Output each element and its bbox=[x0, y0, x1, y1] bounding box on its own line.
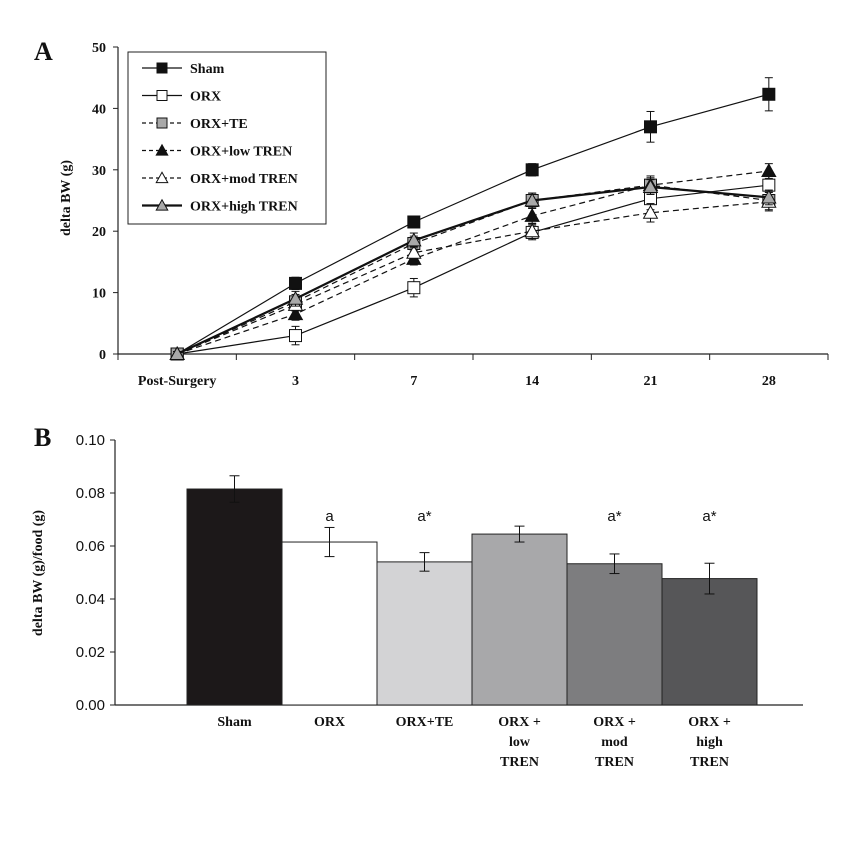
data-point-sham bbox=[289, 276, 302, 290]
panel-a-y-tick-label: 50 bbox=[92, 41, 106, 56]
legend-marker-orx-te bbox=[156, 117, 168, 129]
panel-a-x-tick-label: 7 bbox=[410, 374, 417, 389]
data-point-orx-high-tren bbox=[287, 290, 304, 305]
bar-orx-high-tren bbox=[661, 578, 758, 706]
legend-marker-orx-high-tren bbox=[155, 198, 169, 211]
panel-b-y-tick-label: 0.06 bbox=[76, 538, 105, 555]
panel-b-x-tick-label: ORX + bbox=[688, 715, 731, 730]
series-line-orx-mod-tren bbox=[176, 201, 769, 355]
panel-b-x-tick-label: ORX + bbox=[498, 715, 541, 730]
panel-a-y-tick-label: 10 bbox=[92, 287, 106, 302]
panel-a-x-tick-label: 14 bbox=[525, 374, 539, 389]
significance-annotation: a bbox=[325, 508, 334, 525]
panel-a-y-tick-label: 40 bbox=[92, 102, 106, 117]
data-point-sham bbox=[407, 215, 421, 229]
data-point-orx-mod-tren bbox=[524, 223, 540, 238]
data-point-orx bbox=[407, 281, 421, 295]
panel-b-x-tick-label: ORX bbox=[314, 715, 345, 730]
significance-annotation: a* bbox=[702, 508, 716, 525]
panel-b-x-tick-label: Sham bbox=[217, 715, 252, 730]
bar-orx bbox=[281, 541, 378, 706]
panel-a-y-tick-label: 30 bbox=[92, 164, 106, 179]
data-point-orx-high-tren bbox=[642, 179, 659, 194]
panel-b-y-tick-label: 0.02 bbox=[76, 644, 105, 661]
series-line-orx bbox=[177, 184, 769, 355]
data-point-orx-low-tren bbox=[287, 306, 304, 321]
panel-b-x-tick-label: ORX + bbox=[593, 715, 636, 730]
series-line-orx-high-tren bbox=[176, 185, 769, 355]
significance-annotation: a* bbox=[417, 508, 431, 525]
legend-label-orx-te: ORX+TE bbox=[190, 117, 248, 132]
series-sham bbox=[170, 77, 776, 361]
panel-a-x-tick-label: Post-Surgery bbox=[138, 374, 217, 389]
panel-a-letter: A bbox=[34, 37, 53, 66]
data-point-sham bbox=[644, 120, 657, 134]
data-point-orx-low-tren bbox=[761, 163, 777, 178]
legend-marker-orx-low-tren bbox=[155, 143, 169, 156]
bar-orx-low-tren bbox=[471, 533, 568, 706]
series-line-orx-low-tren bbox=[176, 170, 769, 355]
panel-b-y-tick-label: 0.00 bbox=[76, 697, 105, 714]
data-point-orx-high-tren bbox=[406, 232, 422, 247]
panel-b-y-axis-label: delta BW (g)/food (g) bbox=[31, 510, 46, 636]
series-line-sham bbox=[176, 93, 769, 355]
bar-orx-mod-tren bbox=[566, 563, 663, 706]
legend-marker-orx-mod-tren bbox=[155, 171, 169, 184]
panel-b-x-tick-label: mod bbox=[601, 735, 628, 750]
data-point-sham bbox=[762, 87, 776, 101]
legend-marker-orx bbox=[156, 90, 168, 101]
data-point-orx-high-tren bbox=[524, 192, 540, 207]
panel-b-x-tick-label: ORX+TE bbox=[396, 715, 454, 730]
bar-orx-te bbox=[376, 561, 473, 706]
bar-sham bbox=[186, 488, 283, 706]
legend-label-orx: ORX bbox=[190, 90, 221, 105]
panel-b-letter: B bbox=[34, 423, 51, 452]
data-point-orx-mod-tren bbox=[406, 244, 422, 259]
data-point-sham bbox=[525, 163, 539, 177]
data-point-orx-high-tren bbox=[169, 346, 185, 361]
panel-b-x-tick-label: TREN bbox=[595, 755, 634, 770]
panel-b-x-tick-label: TREN bbox=[500, 755, 539, 770]
panel-a-y-tick-label: 20 bbox=[92, 225, 106, 240]
legend-label-orx-high-tren: ORX+high TREN bbox=[190, 200, 298, 215]
panel-a-y-tick-label: 0 bbox=[99, 348, 106, 363]
legend-marker-sham bbox=[156, 62, 168, 74]
legend-label-sham: Sham bbox=[190, 62, 225, 77]
data-point-orx bbox=[289, 329, 302, 343]
legend-label-orx-low-tren: ORX+low TREN bbox=[190, 145, 292, 160]
data-point-orx-mod-tren bbox=[642, 204, 659, 219]
panel-b-x-tick-label: TREN bbox=[690, 755, 729, 770]
panel-a-x-tick-label: 3 bbox=[292, 374, 299, 389]
panel-a-x-tick-label: 21 bbox=[644, 374, 658, 389]
panel-b-y-tick-label: 0.04 bbox=[76, 591, 105, 608]
panel-b-y-tick-label: 0.08 bbox=[76, 485, 105, 502]
data-point-orx-high-tren bbox=[761, 189, 777, 204]
significance-annotation: a* bbox=[607, 508, 621, 525]
data-point-orx bbox=[762, 178, 776, 192]
data-point-orx-low-tren bbox=[524, 207, 540, 222]
panel-a-y-axis-label: delta BW (g) bbox=[59, 160, 74, 236]
legend-box bbox=[127, 51, 327, 225]
series-orx-high-tren bbox=[169, 179, 777, 361]
series-line-orx-te bbox=[176, 184, 769, 355]
panel-b-x-tick-label: low bbox=[509, 735, 531, 750]
legend-label-orx-mod-tren: ORX+mod TREN bbox=[190, 172, 298, 187]
panel-a-x-tick-label: 28 bbox=[762, 374, 776, 389]
panel-b-bar-chart: 0.00 0.02 0.04 0.06 0.08 0.10 a a* a* a* Sham ORX… bbox=[31, 432, 803, 770]
panel-b-y-tick-label: 0.10 bbox=[76, 432, 105, 449]
panel-b-x-tick-label: high bbox=[696, 735, 723, 750]
panel-a-line-chart: 0 10 20 30 40 50 Post-Surgery 3 7 14 21 28 Sham ORX… bbox=[59, 41, 829, 389]
